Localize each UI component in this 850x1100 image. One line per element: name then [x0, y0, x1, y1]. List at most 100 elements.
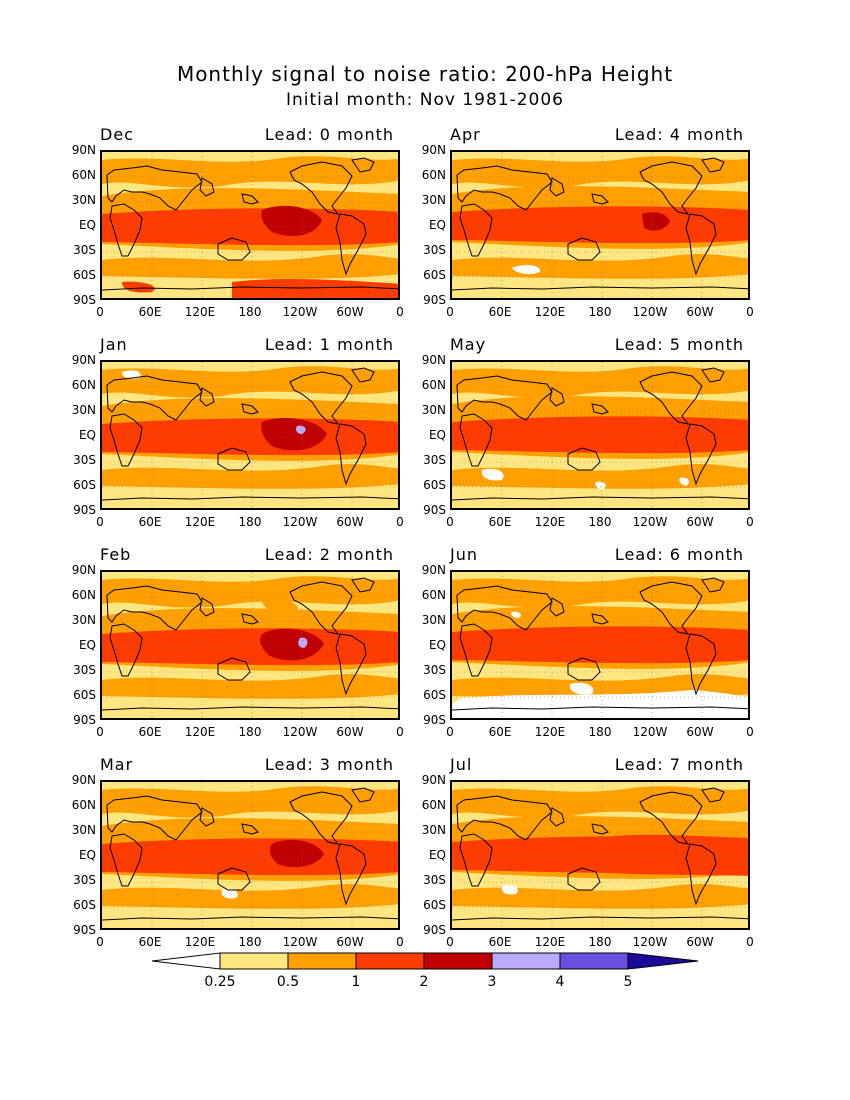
- coastline: [567, 657, 601, 681]
- lat-tick-label: 60S: [423, 898, 446, 912]
- lat-tick-label: 30N: [71, 193, 96, 207]
- lon-tick-label: 0: [96, 305, 104, 319]
- map-canvas: [102, 362, 398, 508]
- contour-region: [452, 690, 748, 718]
- coastline: [459, 413, 493, 467]
- contour-region: [452, 884, 748, 909]
- contour-region: [102, 674, 398, 699]
- lon-tick-label: 120E: [534, 515, 566, 529]
- lat-tick-label: 30N: [71, 823, 96, 837]
- lon-tick-label: 120W: [632, 935, 668, 949]
- coastline: [199, 177, 215, 197]
- contour-region: [102, 366, 398, 398]
- coastline: [459, 623, 493, 677]
- signal-noise-map: [450, 570, 750, 720]
- colorbar-tick-label: 5: [623, 974, 633, 990]
- colorbar-tick-label: 1: [351, 974, 361, 990]
- panel-month-label: May: [450, 335, 487, 354]
- coastline: [217, 447, 251, 471]
- coastline: [289, 581, 353, 635]
- lon-tick-label: 120E: [184, 515, 216, 529]
- lat-tick-label: 30N: [421, 403, 446, 417]
- figure-subtitle: Initial month: Nov 1981-2006: [286, 90, 564, 110]
- lat-tick-label: 90N: [71, 353, 96, 367]
- lat-tick-label: EQ: [78, 428, 96, 442]
- coastline: [685, 213, 717, 276]
- coastline: [102, 496, 398, 501]
- lon-tick-label: 60E: [488, 305, 512, 319]
- contour-region: [642, 212, 670, 231]
- lon-tick-label: 0: [96, 935, 104, 949]
- coastline: [289, 371, 353, 425]
- lon-tick-label: 60W: [336, 305, 364, 319]
- lon-tick-label: 60E: [488, 515, 512, 529]
- colorbar-tick-label: 0.25: [204, 974, 236, 990]
- contour-region: [452, 366, 748, 398]
- contour-region: [595, 481, 606, 490]
- coastline: [199, 807, 215, 827]
- coastline: [109, 623, 143, 677]
- coastline: [549, 177, 565, 197]
- coastline: [241, 403, 259, 415]
- lat-tick-label: 60N: [71, 168, 96, 182]
- lon-tick-label: 60W: [686, 515, 714, 529]
- lon-tick-label: 0: [446, 935, 454, 949]
- map-canvas: [452, 152, 748, 298]
- coastline: [351, 157, 375, 173]
- lon-tick-label: 180: [588, 515, 612, 529]
- coastline: [106, 795, 203, 841]
- signal-noise-map: [100, 150, 400, 300]
- colorbar-tick-label: 4: [555, 974, 565, 990]
- lon-tick-label: 120E: [534, 305, 566, 319]
- lon-tick-label: 60W: [686, 935, 714, 949]
- lat-tick-label: EQ: [428, 218, 446, 232]
- panel-lead-label: Lead: 5 month: [614, 335, 744, 354]
- coastline: [241, 823, 259, 835]
- lat-tick-label: 60N: [71, 378, 96, 392]
- lat-tick-label: 90S: [73, 503, 96, 517]
- lon-tick-label: 180: [588, 935, 612, 949]
- lon-tick-label: 60E: [138, 515, 162, 529]
- contour-region: [296, 425, 306, 434]
- contour-region: [679, 477, 689, 486]
- lat-tick-label: 90S: [423, 293, 446, 307]
- lon-tick-label: 0: [746, 305, 754, 319]
- coastline: [217, 237, 251, 261]
- coastline: [685, 633, 717, 696]
- coastline: [456, 375, 553, 421]
- lat-tick-label: 90N: [421, 353, 446, 367]
- lat-tick-label: 60N: [421, 378, 446, 392]
- lon-tick-label: 0: [396, 935, 404, 949]
- panel-lead-label: Lead: 2 month: [264, 545, 394, 564]
- coastline: [549, 807, 565, 827]
- panel-lead-label: Lead: 1 month: [264, 335, 394, 354]
- lat-tick-label: 60S: [423, 688, 446, 702]
- coastline: [639, 371, 703, 425]
- contour-region: [481, 468, 504, 481]
- contour-region: [452, 464, 748, 489]
- lon-tick-label: 0: [96, 725, 104, 739]
- lon-tick-label: 0: [396, 515, 404, 529]
- coastline: [639, 161, 703, 215]
- signal-noise-map: [450, 780, 750, 930]
- colorbar-segment: [559, 952, 629, 970]
- lat-tick-label: 90S: [423, 713, 446, 727]
- lat-tick-label: 30N: [71, 403, 96, 417]
- contour-region: [262, 599, 299, 616]
- lat-tick-label: 60N: [71, 798, 96, 812]
- lat-tick-label: 30S: [423, 453, 446, 467]
- coastline: [106, 165, 203, 211]
- coastline: [241, 613, 259, 625]
- coastline: [452, 286, 748, 291]
- lat-tick-label: 60N: [421, 588, 446, 602]
- lat-tick-label: 60S: [423, 478, 446, 492]
- lon-tick-label: 0: [396, 305, 404, 319]
- colorbar-tick-label: 3: [487, 974, 497, 990]
- lon-tick-label: 180: [588, 305, 612, 319]
- contour-region: [452, 786, 748, 818]
- colorbar-segment: [491, 952, 561, 970]
- lat-tick-label: 30S: [423, 663, 446, 677]
- lat-tick-label: 30S: [73, 243, 96, 257]
- contour-region: [582, 834, 748, 876]
- coastline: [102, 916, 398, 921]
